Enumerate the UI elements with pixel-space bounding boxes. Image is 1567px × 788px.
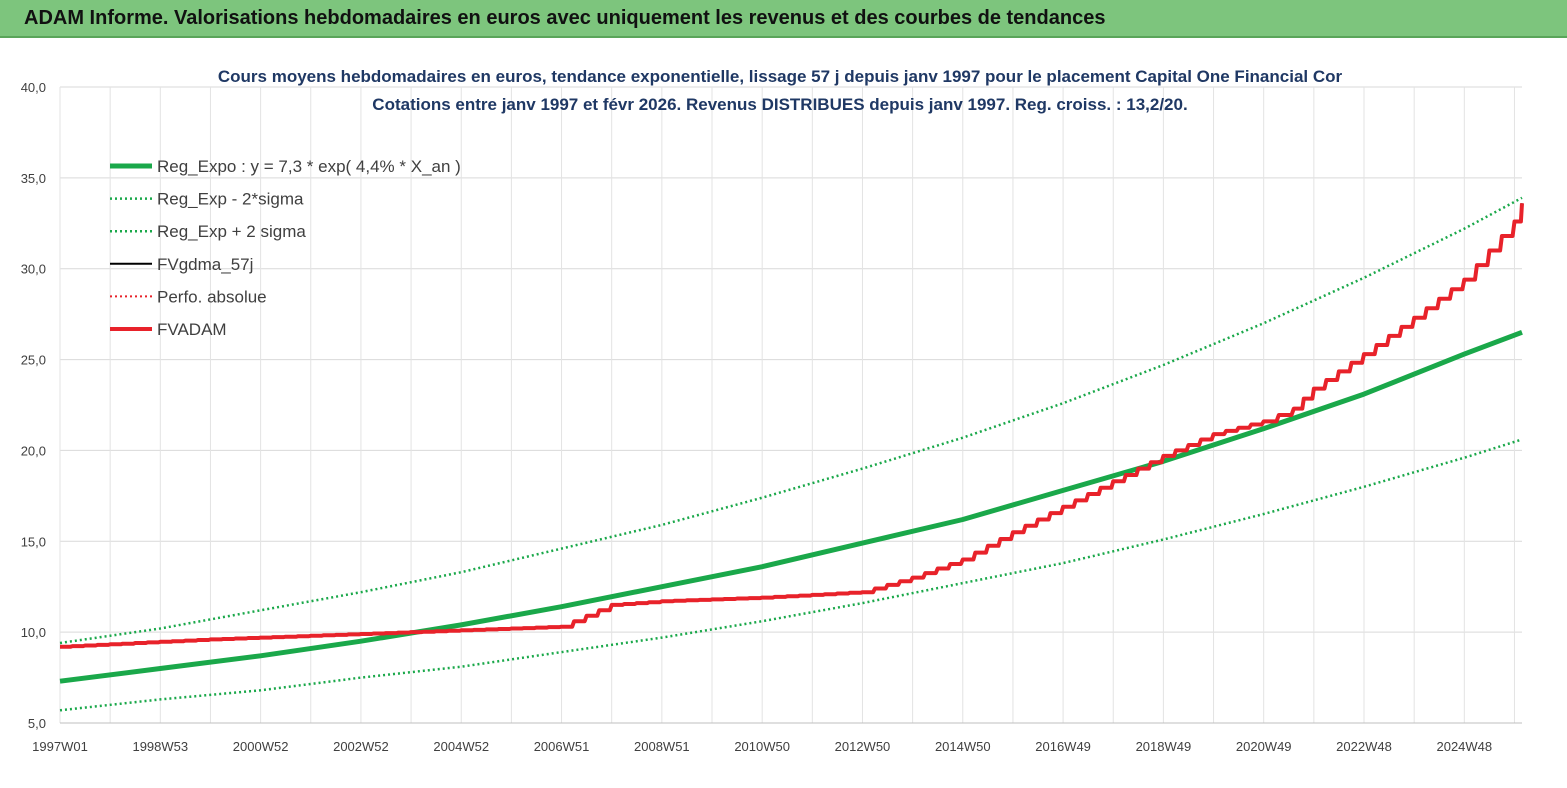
tick-labels: 5,0 10,0 15,0 20,0 25,0 30,0 35,0 40,0 1997W01 19… [21, 80, 1492, 754]
x-tick-label: 2002W52 [333, 739, 389, 754]
x-tick-label: 2008W51 [634, 739, 690, 754]
x-tick-label: 2022W48 [1336, 739, 1392, 754]
x-tick-label: 2010W50 [734, 739, 790, 754]
x-tick-label: 2012W50 [835, 739, 891, 754]
series-line-0 [59, 329, 1523, 684]
y-tick-label: 25,0 [21, 353, 46, 368]
x-tick-label: 2004W52 [433, 739, 489, 754]
y-tick-label: 20,0 [21, 443, 46, 458]
y-tick-label: 40,0 [21, 80, 46, 95]
series-line-2 [59, 196, 1523, 645]
chart-svg: 5,0 10,0 15,0 20,0 25,0 30,0 35,0 40,0 1997W01 19… [21, 67, 1524, 754]
series-line-3 [60, 203, 1523, 648]
x-tick-label: 2014W50 [935, 739, 991, 754]
chart-area: 5,0 10,0 15,0 20,0 25,0 30,0 35,0 40,0 1997W01 19… [0, 40, 1567, 783]
grid [59, 86, 1522, 724]
x-tick-label: 2018W49 [1136, 739, 1192, 754]
y-tick-label: 10,0 [21, 625, 46, 640]
y-tick-label: 5,0 [28, 716, 46, 731]
report-title: ADAM Informe. Valorisations hebdomadaire… [24, 7, 1106, 29]
x-tick-label: 2020W49 [1236, 739, 1292, 754]
series-line-1 [59, 438, 1523, 712]
report-banner: ADAM Informe. Valorisations hebdomadaire… [0, 0, 1567, 38]
y-tick-label: 35,0 [21, 171, 46, 186]
legend-label: Reg_Exp + 2 sigma [157, 222, 306, 241]
legend-label: Reg_Expo : y = 7,3 * exp( 4,4% * X_an ) [157, 157, 461, 176]
y-tick-label: 15,0 [21, 534, 46, 549]
x-tick-label: 2006W51 [534, 739, 590, 754]
legend-label: Perfo. absolue [157, 287, 267, 306]
series-line-4 [60, 203, 1523, 648]
chart-title: Cours moyens hebdomadaires en euros, ten… [218, 67, 1343, 86]
legend: Reg_Expo : y = 7,3 * exp( 4,4% * X_an ) R… [110, 157, 461, 339]
x-tick-label: 2000W52 [233, 739, 289, 754]
chart-subtitle: Cotations entre janv 1997 et févr 2026. … [372, 95, 1187, 114]
y-tick-label: 30,0 [21, 262, 46, 277]
legend-label: Reg_Exp - 2*sigma [157, 190, 304, 209]
x-tick-label: 1998W53 [132, 739, 188, 754]
legend-label: FVADAM [157, 320, 227, 339]
series-line-5 [60, 203, 1524, 649]
x-tick-label: 2024W48 [1436, 739, 1492, 754]
legend-label: FVgdma_57j [157, 255, 253, 274]
x-tick-label: 1997W01 [32, 739, 88, 754]
series-layer [59, 196, 1524, 712]
x-tick-label: 2016W49 [1035, 739, 1091, 754]
